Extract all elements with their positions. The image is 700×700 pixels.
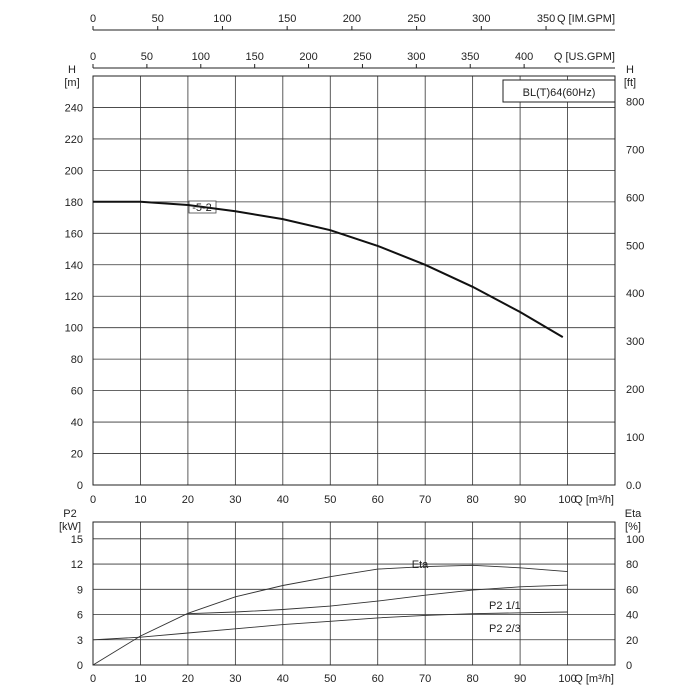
top-x-tick-label: 60 bbox=[372, 494, 384, 506]
usgpm-tick-label: 150 bbox=[245, 51, 263, 63]
top-x-tick-label: 40 bbox=[277, 494, 289, 506]
top-y-right-tick-label: 500 bbox=[626, 240, 644, 252]
top-y-left-tick-label: 40 bbox=[71, 417, 83, 429]
imgpm-tick-label: 350 bbox=[537, 13, 555, 25]
power-curve-2-3 bbox=[92, 611, 568, 641]
usgpm-tick-label: 350 bbox=[461, 51, 479, 63]
top-x-tick-label: 20 bbox=[182, 494, 194, 506]
top-y-left-tick-label: 100 bbox=[65, 323, 83, 335]
top-y-right-tick-label: 700 bbox=[626, 144, 644, 156]
bottom-y-right-tick-label: 80 bbox=[626, 559, 638, 571]
bottom-y-left-tick-label: 3 bbox=[77, 635, 83, 647]
usgpm-tick-label: 300 bbox=[407, 51, 425, 63]
top-y-right-label: H bbox=[626, 64, 634, 76]
imgpm-tick-label: 250 bbox=[407, 13, 425, 25]
bottom-x-tick-label: 100 bbox=[558, 673, 576, 685]
top-x-tick-label: 10 bbox=[134, 494, 146, 506]
top-x-tick-label: 50 bbox=[324, 494, 336, 506]
usgpm-axis-label: Q [US.GPM] bbox=[554, 51, 615, 63]
efficiency-curve-label: Eta bbox=[412, 559, 429, 571]
bottom-plot-frame bbox=[92, 521, 616, 666]
usgpm-tick-label: 400 bbox=[515, 51, 533, 63]
bottom-y-right-tick-label: 40 bbox=[626, 610, 638, 622]
power-curve-1-1 bbox=[187, 584, 568, 615]
imgpm-axis-label: Q [IM.GPM] bbox=[557, 13, 615, 25]
usgpm-tick-label: 0 bbox=[90, 51, 96, 63]
bottom-x-tick-label: 20 bbox=[182, 673, 194, 685]
chart-title-box bbox=[502, 79, 616, 103]
bottom-x-tick-label: 10 bbox=[134, 673, 146, 685]
bottom-y-right-unit: [%] bbox=[625, 521, 641, 533]
top-y-left-tick-label: 20 bbox=[71, 449, 83, 461]
efficiency-curve bbox=[92, 564, 568, 666]
bottom-x-tick-label: 80 bbox=[467, 673, 479, 685]
top-x-tick-label: 30 bbox=[229, 494, 241, 506]
usgpm-tick-label: 50 bbox=[141, 51, 153, 63]
bottom-x-tick-label: 60 bbox=[372, 673, 384, 685]
bottom-x-tick-label: 40 bbox=[277, 673, 289, 685]
top-y-left-tick-label: 200 bbox=[65, 165, 83, 177]
top-y-left-tick-label: 240 bbox=[65, 102, 83, 114]
top-x-tick-label: 70 bbox=[419, 494, 431, 506]
head-curve-label: -5-2 bbox=[192, 202, 212, 214]
bottom-y-left-tick-label: 0 bbox=[77, 660, 83, 672]
top-y-right-tick-label: 800 bbox=[626, 96, 644, 108]
top-y-right-tick-label: 200 bbox=[626, 384, 644, 396]
top-y-left-tick-label: 0 bbox=[77, 480, 83, 492]
bottom-y-right-tick-label: 60 bbox=[626, 584, 638, 596]
imgpm-tick-label: 200 bbox=[343, 13, 361, 25]
top-y-left-tick-label: 220 bbox=[65, 134, 83, 146]
bottom-x-tick-label: 0 bbox=[90, 673, 96, 685]
bottom-x-tick-label: 30 bbox=[229, 673, 241, 685]
top-x-tick-label: 100 bbox=[558, 494, 576, 506]
bottom-y-left-tick-label: 9 bbox=[77, 584, 83, 596]
top-y-left-tick-label: 180 bbox=[65, 197, 83, 209]
top-y-right-unit: [ft] bbox=[624, 77, 636, 89]
top-y-right-tick-label: 100 bbox=[626, 432, 644, 444]
bottom-y-right-tick-label: 0 bbox=[626, 660, 632, 672]
power-curve-1-1-label: P2 1/1 bbox=[489, 600, 521, 612]
usgpm-tick-label: 100 bbox=[192, 51, 210, 63]
usgpm-tick-label: 200 bbox=[299, 51, 317, 63]
top-y-right-tick-label: 300 bbox=[626, 336, 644, 348]
top-y-left-tick-label: 160 bbox=[65, 228, 83, 240]
bottom-y-left-tick-label: 6 bbox=[77, 610, 83, 622]
top-y-left-unit: [m] bbox=[64, 77, 79, 89]
bottom-y-left-tick-label: 15 bbox=[71, 534, 83, 546]
bottom-x-tick-label: 50 bbox=[324, 673, 336, 685]
imgpm-tick-label: 0 bbox=[90, 13, 96, 25]
bottom-y-right-tick-label: 100 bbox=[626, 534, 644, 546]
top-x-tick-label: 90 bbox=[514, 494, 526, 506]
bottom-y-left-tick-label: 12 bbox=[71, 559, 83, 571]
imgpm-tick-label: 150 bbox=[278, 13, 296, 25]
top-x-tick-label: 80 bbox=[467, 494, 479, 506]
bottom-y-left-label: P2 bbox=[63, 508, 76, 520]
top-y-left-tick-label: 60 bbox=[71, 386, 83, 398]
bottom-x-tick-label: 90 bbox=[514, 673, 526, 685]
top-y-left-tick-label: 80 bbox=[71, 354, 83, 366]
top-y-right-tick-label: 0.0 bbox=[626, 480, 641, 492]
top-y-right-tick-label: 400 bbox=[626, 288, 644, 300]
imgpm-tick-label: 300 bbox=[472, 13, 490, 25]
top-y-left-tick-label: 120 bbox=[65, 291, 83, 303]
top-x-tick-label: 0 bbox=[90, 494, 96, 506]
top-x-axis-label: Q [m³/h] bbox=[574, 494, 614, 506]
bottom-y-right-label: Eta bbox=[625, 508, 642, 520]
head-curve-5-2 bbox=[93, 200, 564, 338]
bottom-y-left-unit: [kW] bbox=[59, 521, 81, 533]
imgpm-tick-label: 50 bbox=[152, 13, 164, 25]
top-y-left-label: H bbox=[68, 64, 76, 76]
usgpm-tick-label: 250 bbox=[353, 51, 371, 63]
bottom-x-tick-label: 70 bbox=[419, 673, 431, 685]
bottom-y-right-tick-label: 20 bbox=[626, 635, 638, 647]
top-y-left-tick-label: 140 bbox=[65, 260, 83, 272]
power-curve-2-3-label: P2 2/3 bbox=[489, 623, 521, 635]
bottom-x-axis-label: Q [m³/h] bbox=[574, 673, 614, 685]
top-plot-frame bbox=[92, 75, 616, 486]
chart-title: BL(T)64(60Hz) bbox=[523, 87, 596, 99]
top-y-right-tick-label: 600 bbox=[626, 192, 644, 204]
imgpm-tick-label: 100 bbox=[213, 13, 231, 25]
